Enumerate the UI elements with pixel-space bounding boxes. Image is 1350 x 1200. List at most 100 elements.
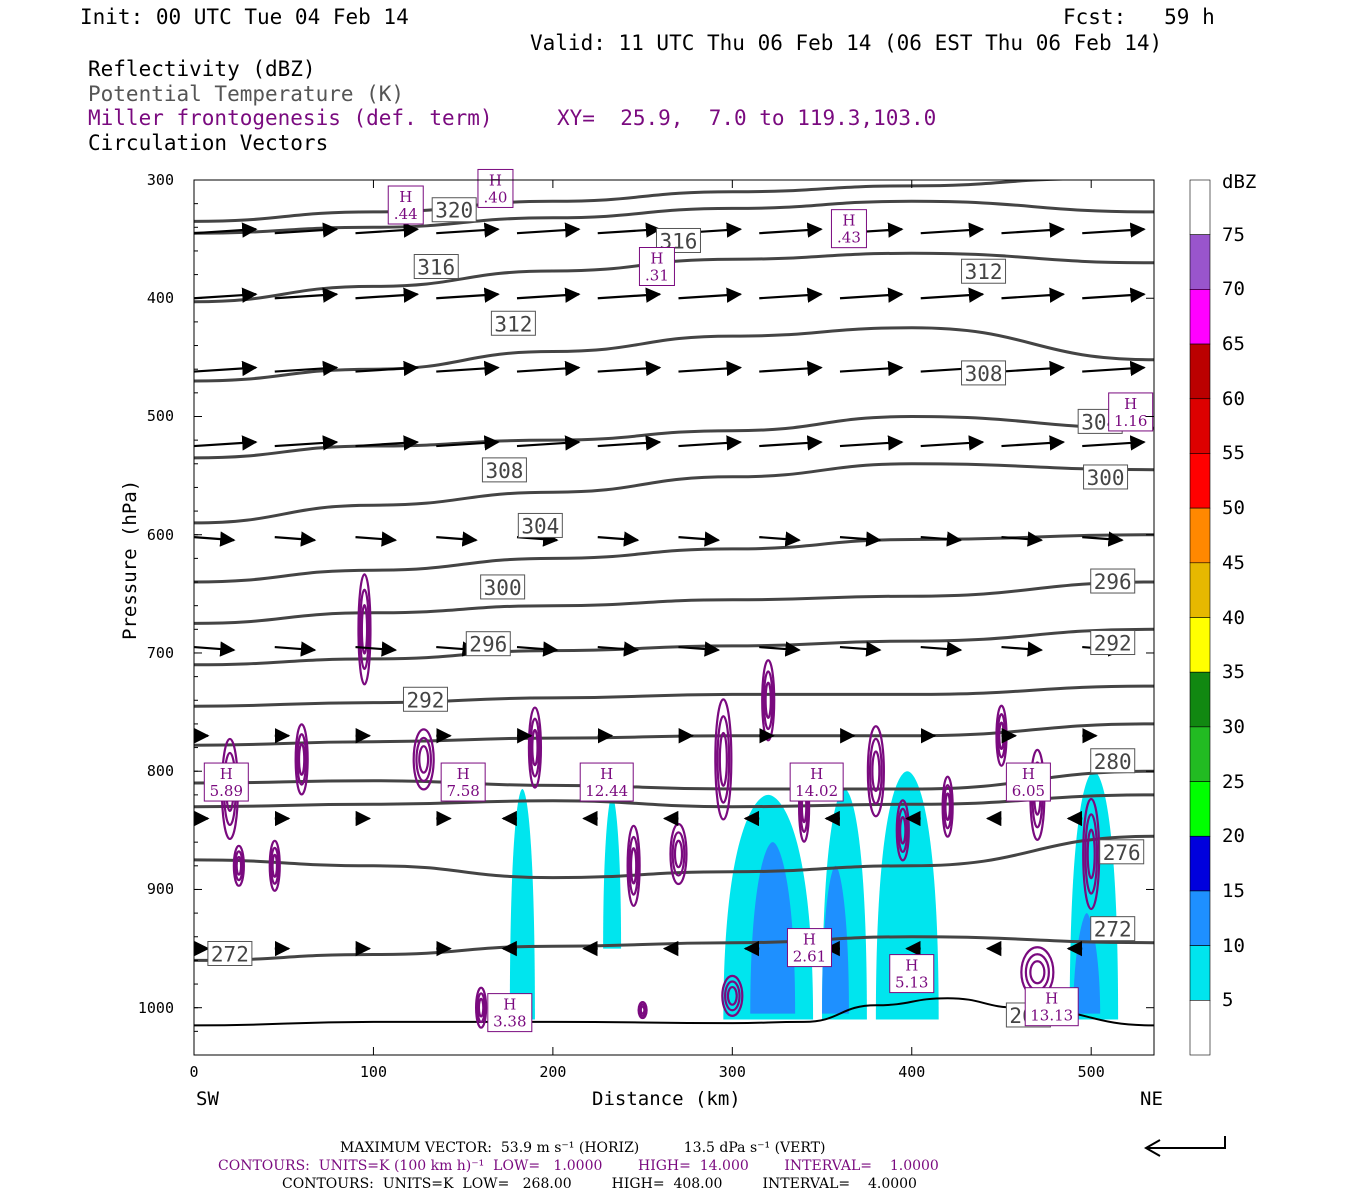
colorbar-swatch bbox=[1189, 617, 1211, 673]
circulation-vector bbox=[678, 641, 721, 657]
axis-ticks bbox=[193, 179, 1154, 1056]
frontogenesis-contour bbox=[716, 715, 731, 804]
circulation-vector bbox=[274, 287, 339, 303]
svg-text:312: 312 bbox=[494, 312, 532, 336]
reflectivity-cell bbox=[509, 788, 535, 1020]
theta-label: 292 bbox=[1090, 630, 1136, 656]
circulation-vector bbox=[678, 435, 743, 451]
sw-label: SW bbox=[196, 1088, 219, 1110]
circulation-vector bbox=[1082, 360, 1146, 377]
colorbar-label: 35 bbox=[1222, 661, 1245, 684]
frontogenesis-contour bbox=[726, 985, 738, 1006]
circulation-vector bbox=[355, 360, 420, 377]
svg-text:1.16: 1.16 bbox=[1114, 412, 1147, 430]
frontogenesis-contour bbox=[418, 745, 430, 774]
svg-text:292: 292 bbox=[1094, 632, 1132, 656]
theta-contour-316 bbox=[194, 199, 1154, 235]
svg-text:H: H bbox=[600, 765, 613, 783]
circulation-vector bbox=[759, 435, 823, 451]
colorbar-label: 25 bbox=[1222, 770, 1245, 793]
circulation-vector bbox=[436, 435, 500, 451]
x-tick-label: 300 bbox=[718, 1063, 746, 1081]
init-time: Init: 00 UTC Tue 04 Feb 14 bbox=[80, 5, 409, 29]
x-tick-label: 100 bbox=[359, 1063, 387, 1081]
svg-text:12.44: 12.44 bbox=[585, 782, 628, 800]
svg-text:6.05: 6.05 bbox=[1012, 782, 1045, 800]
colorbar-swatch bbox=[1189, 1000, 1211, 1056]
circulation-vector bbox=[194, 360, 258, 377]
circulation-vector bbox=[1001, 641, 1044, 657]
svg-text:5.89: 5.89 bbox=[210, 782, 243, 800]
colorbar-swatch bbox=[1189, 726, 1211, 782]
colorbar-swatch bbox=[1189, 398, 1211, 454]
field-reflectivity: Reflectivity (dBZ) bbox=[88, 57, 316, 81]
frontogenesis-contour bbox=[897, 807, 909, 854]
frontogenesis-max-label: H.40 bbox=[477, 168, 514, 208]
y-tick-label: 400 bbox=[146, 289, 174, 308]
frontogenesis-contour bbox=[628, 835, 640, 896]
circulation-vector bbox=[436, 360, 500, 377]
theta-label: 272 bbox=[1090, 916, 1136, 942]
svg-text:H: H bbox=[399, 188, 412, 206]
frontogenesis-contour bbox=[673, 839, 684, 869]
theta-label: 308 bbox=[961, 360, 1007, 386]
svg-text:272: 272 bbox=[211, 942, 249, 966]
frontogenesis-contour bbox=[895, 799, 910, 862]
circulation-vector bbox=[597, 222, 662, 238]
svg-text:312: 312 bbox=[965, 260, 1003, 284]
circulation-vector bbox=[920, 641, 963, 657]
circulation-vector bbox=[759, 360, 823, 377]
circulation-vector bbox=[759, 641, 801, 657]
colorbar-swatch bbox=[1189, 671, 1211, 728]
theta-label: 300 bbox=[480, 574, 526, 600]
circulation-vector bbox=[274, 435, 339, 451]
reflectivity-cell bbox=[603, 794, 622, 949]
frontogenesis-contour bbox=[412, 728, 435, 791]
ne-label: NE bbox=[1140, 1088, 1163, 1110]
theta-label: 304 bbox=[517, 512, 563, 538]
circulation-vector bbox=[1001, 287, 1066, 303]
theta-label: 316 bbox=[413, 254, 459, 280]
colorbar-label: 10 bbox=[1222, 934, 1245, 957]
svg-text:H: H bbox=[842, 212, 855, 230]
svg-text:.43: .43 bbox=[837, 229, 861, 247]
frontogenesis-max-label: H3.38 bbox=[487, 993, 533, 1033]
theta-contour-292 bbox=[194, 580, 1154, 625]
colorbar-swatch bbox=[1189, 234, 1211, 290]
theta-contour-320 bbox=[194, 180, 1092, 223]
y-axis-label: Pressure (hPa) bbox=[119, 479, 141, 640]
frontogenesis-contour bbox=[721, 974, 744, 1017]
circulation-vector bbox=[920, 531, 963, 547]
circulation-vector bbox=[839, 641, 882, 657]
plot-frame bbox=[193, 179, 1155, 1056]
theta-contour-280 bbox=[194, 722, 1154, 747]
circulation-vector bbox=[1082, 222, 1146, 238]
frontogenesis-contour bbox=[871, 750, 881, 793]
circulation-vector bbox=[516, 222, 581, 238]
colorbar-label: 65 bbox=[1222, 333, 1245, 356]
circulation-vector bbox=[274, 531, 317, 547]
x-tick-label: 500 bbox=[1077, 1063, 1105, 1081]
theta-contour-296 bbox=[194, 533, 1154, 584]
svg-text:H: H bbox=[803, 931, 816, 949]
colorbar-title: dBZ bbox=[1222, 171, 1257, 193]
circulation-vector bbox=[1082, 287, 1146, 303]
circulation-vector bbox=[194, 641, 236, 657]
frontogenesis-contour bbox=[297, 742, 306, 776]
colorbar-swatch bbox=[1189, 179, 1211, 235]
colorbar-label: 20 bbox=[1222, 825, 1245, 848]
frontogenesis-contour-note: CONTOURS: UNITS=K (100 km h)⁻¹ LOW= 1.00… bbox=[218, 1158, 939, 1174]
return-arrow-icon bbox=[1143, 1136, 1226, 1157]
svg-text:H: H bbox=[650, 250, 663, 268]
cross-section-endpoints: XY= 25.9, 7.0 to 119.3,103.0 bbox=[557, 106, 937, 130]
circulation-vector bbox=[436, 531, 478, 547]
colorbar-label: 30 bbox=[1222, 715, 1245, 738]
svg-text:H: H bbox=[503, 996, 516, 1014]
svg-text:320: 320 bbox=[435, 199, 473, 223]
theta-label: 312 bbox=[961, 258, 1007, 284]
circulation-vector bbox=[516, 287, 581, 303]
theta-label: 292 bbox=[402, 686, 448, 712]
svg-text:296: 296 bbox=[1094, 570, 1132, 594]
x-tick-label: 200 bbox=[539, 1063, 567, 1081]
